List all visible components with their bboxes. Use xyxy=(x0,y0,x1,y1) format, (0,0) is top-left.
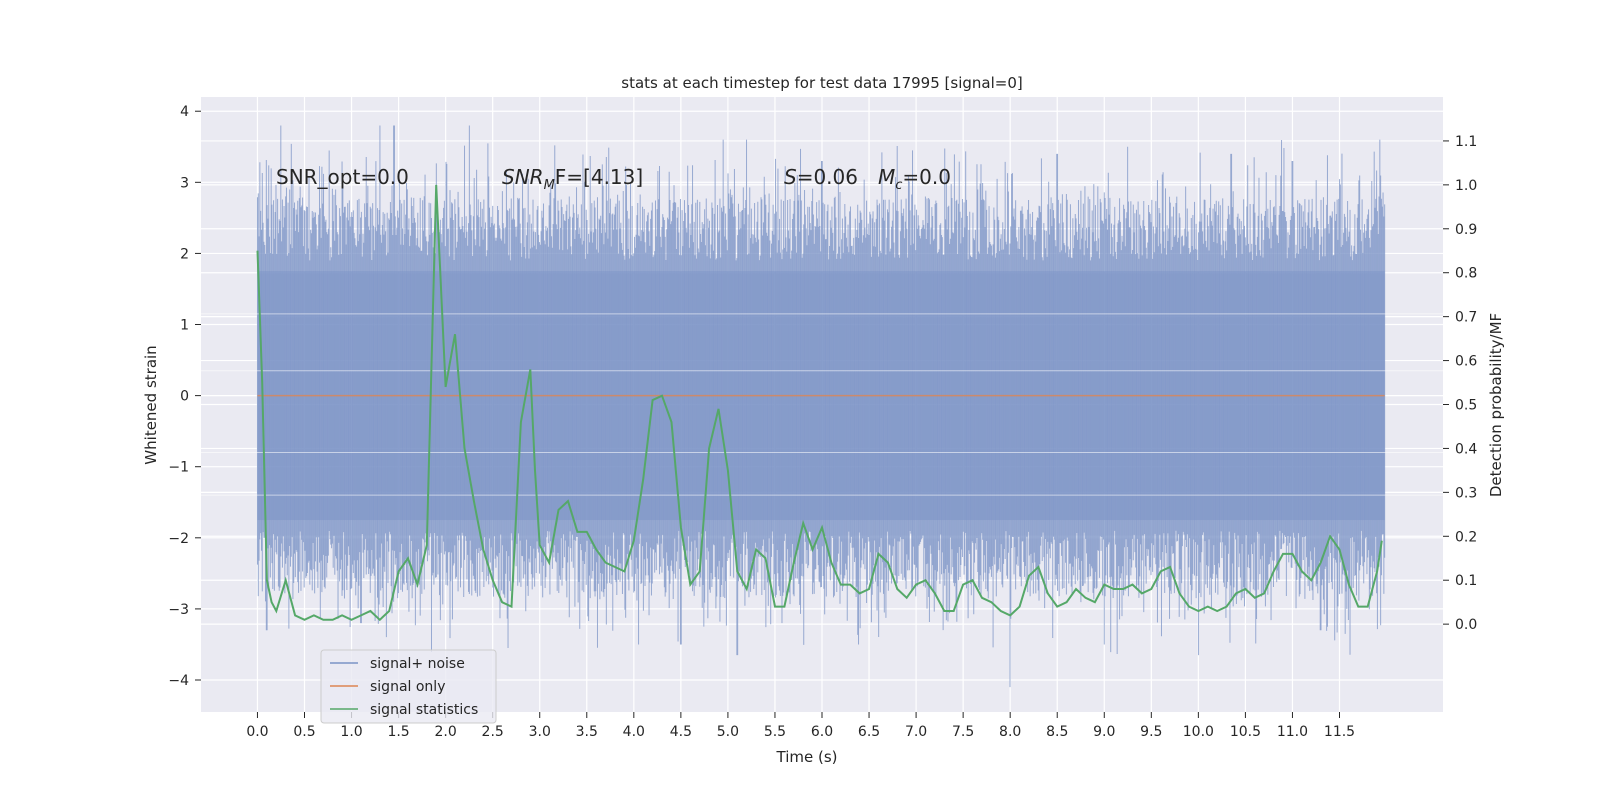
mc-annotation: Mc=0.0 xyxy=(878,165,951,193)
x-tick-label: 10.5 xyxy=(1230,724,1261,740)
x-axis-title: Time (s) xyxy=(776,748,838,766)
x-tick-label: 7.5 xyxy=(952,724,974,740)
x-tick-label: 0.0 xyxy=(246,724,268,740)
y-right-tick-label: 0.8 xyxy=(1455,266,1477,282)
snr-mf-value: F=[4.13] xyxy=(555,165,643,189)
y-left-tick-label: −3 xyxy=(168,602,189,618)
legend-label-signal-only: signal only xyxy=(370,679,445,695)
y-right-tick-label: 0.6 xyxy=(1455,354,1477,370)
x-tick-label: 6.5 xyxy=(858,724,880,740)
statistics-line xyxy=(256,184,1383,622)
y-left-tick-label: −2 xyxy=(168,531,189,547)
y-right-tick-label: 0.5 xyxy=(1455,398,1477,414)
y-right-tick-label: 0.3 xyxy=(1455,485,1477,501)
y-right-axis-ticks: 1.1 1.0 0.9 0.8 0.7 0.6 0.5 0.4 0.3 0.2 0.1 0.0 xyxy=(1443,134,1477,633)
y-left-tick-label: −4 xyxy=(168,673,189,689)
y-right-tick-label: 0.4 xyxy=(1455,441,1477,457)
y-left-axis-ticks: 4 3 2 1 0 −1 −2 −3 −4 xyxy=(168,104,201,689)
x-tick-label: 9.5 xyxy=(1140,724,1162,740)
mc-variable: M xyxy=(878,165,895,189)
x-tick-label: 1.0 xyxy=(340,724,362,740)
y-left-tick-label: 1 xyxy=(180,318,189,334)
chart-title: stats at each timestep for test data 179… xyxy=(621,74,1022,92)
x-tick-label: 2.0 xyxy=(435,724,457,740)
legend-label-statistics: signal statistics xyxy=(370,702,478,718)
x-axis-ticks: 0.0 0.5 1.0 1.5 2.0 2.5 3.0 3.5 4.0 4.5 5.0 5.5 6.0 6… xyxy=(246,712,1355,740)
snr-mf-annotation: SNRMF=[4.13] xyxy=(502,165,643,193)
y-right-tick-label: 0.9 xyxy=(1455,222,1477,238)
s-value: =0.06 xyxy=(797,165,858,189)
x-tick-label: 3.0 xyxy=(529,724,551,740)
x-tick-label: 8.5 xyxy=(1046,724,1068,740)
x-tick-label: 2.5 xyxy=(482,724,504,740)
x-tick-label: 4.5 xyxy=(670,724,692,740)
x-tick-label: 1.5 xyxy=(387,724,409,740)
mc-value: =0.0 xyxy=(902,165,951,189)
y-right-axis-title: Detection probability/MF xyxy=(1487,313,1505,497)
y-left-tick-label: 4 xyxy=(180,104,189,120)
x-tick-label: 8.0 xyxy=(999,724,1021,740)
snr-opt-annotation: SNR_opt=0.0 xyxy=(276,165,409,189)
s-variable: S xyxy=(784,165,797,189)
snr-mf-subscript: M xyxy=(544,178,555,193)
y-left-tick-label: 3 xyxy=(180,175,189,191)
y-right-tick-label: 1.0 xyxy=(1455,178,1477,194)
x-tick-label: 7.0 xyxy=(905,724,927,740)
x-tick-label: 4.0 xyxy=(623,724,645,740)
y-right-tick-label: 0.0 xyxy=(1455,617,1477,633)
mc-subscript: c xyxy=(895,178,902,193)
x-tick-label: 11.5 xyxy=(1324,724,1355,740)
y-left-tick-label: −1 xyxy=(168,460,189,476)
x-tick-label: 11.0 xyxy=(1277,724,1308,740)
x-tick-label: 10.0 xyxy=(1183,724,1214,740)
y-right-tick-label: 0.7 xyxy=(1455,310,1477,326)
s-annotation: S=0.06 xyxy=(784,165,858,189)
snr-mf-main: SNR xyxy=(502,165,544,189)
x-tick-label: 0.5 xyxy=(293,724,315,740)
x-tick-label: 5.5 xyxy=(764,724,786,740)
y-right-tick-label: 0.1 xyxy=(1455,573,1477,589)
legend-box xyxy=(320,649,497,724)
x-tick-label: 5.0 xyxy=(717,724,739,740)
legend: signal+ noise signal only signal statist… xyxy=(320,649,497,724)
x-tick-label: 9.0 xyxy=(1093,724,1115,740)
y-right-tick-label: 1.1 xyxy=(1455,134,1477,150)
legend-label-noise: signal+ noise xyxy=(370,656,465,672)
x-tick-label: 6.0 xyxy=(811,724,833,740)
x-tick-label: 3.5 xyxy=(576,724,598,740)
y-left-axis-title: Whitened strain xyxy=(142,345,160,464)
y-left-tick-label: 0 xyxy=(180,389,189,405)
y-right-tick-label: 0.2 xyxy=(1455,529,1477,545)
y-left-tick-label: 2 xyxy=(180,246,189,262)
